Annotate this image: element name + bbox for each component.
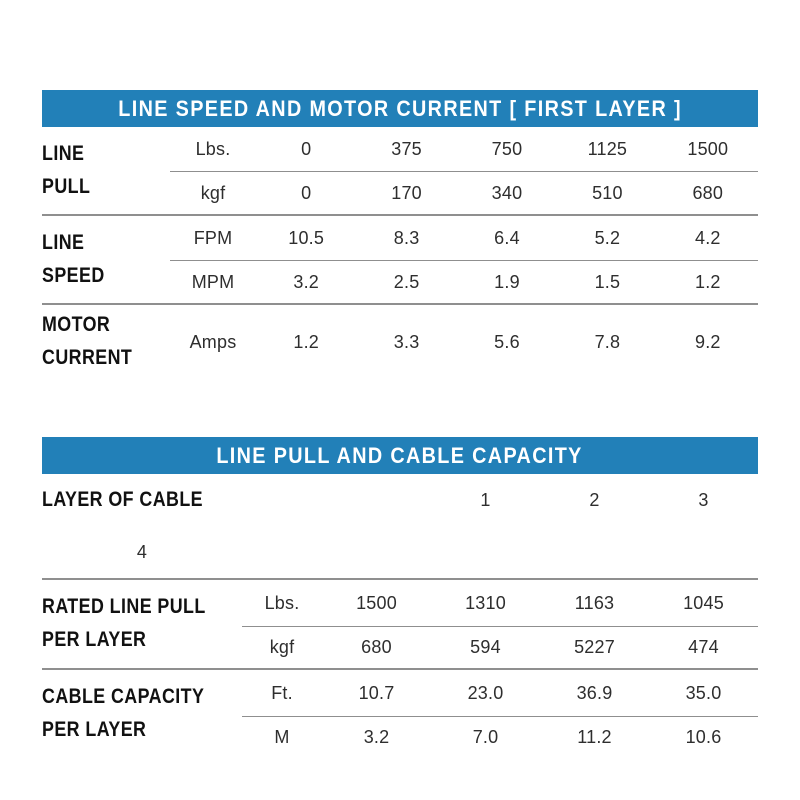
unit-cell: M: [274, 727, 290, 747]
value-cell: 5.2: [557, 216, 658, 261]
table1-header-bar: LINE SPEED AND MOTOR CURRENT [ FIRST LAY…: [42, 90, 758, 127]
value-cell: 375: [356, 127, 457, 172]
value-cell: 10.6: [685, 727, 722, 747]
table-line-pull-cable-capacity: LINE PULL AND CABLE CAPACITY LAYER OF CA…: [42, 437, 758, 758]
label-line: LAYER OF CABLE: [42, 487, 204, 511]
section-line-speed: LINE SPEED FPM 10.5 8.3 6.4 5.2 4.2 MPM …: [42, 214, 758, 303]
unit-cell: Ft.: [242, 670, 322, 717]
value-cell: 3.2: [363, 727, 390, 747]
value-cell: 1.9: [494, 271, 520, 292]
value-cell: 2.5: [393, 271, 420, 292]
layer-number-cell: 2: [589, 489, 600, 510]
value-cell: 1045: [649, 580, 758, 627]
unit-cell: FPM: [170, 216, 256, 261]
table-line-speed-motor-current: LINE SPEED AND MOTOR CURRENT [ FIRST LAY…: [42, 90, 758, 379]
unit-cell: kgf: [200, 182, 226, 203]
value-cell: 7.8: [594, 331, 621, 352]
value-cell: 5227: [574, 637, 615, 657]
label-line: PER LAYER: [42, 718, 147, 741]
value-cell: 750: [456, 127, 558, 172]
spec-sheet-content: LINE SPEED AND MOTOR CURRENT [ FIRST LAY…: [42, 90, 758, 758]
value-cell: 3.3: [393, 331, 420, 352]
table2-title: LINE PULL AND CABLE CAPACITY: [216, 442, 584, 468]
layer-of-cable-row: LAYER OF CABLE 1 2 3 4: [42, 474, 758, 580]
value-cell: 10.5: [256, 216, 357, 261]
section-label-cable-capacity: CABLE CAPACITY PER LAYER: [42, 681, 212, 746]
section-label-motor-current: MOTOR CURRENT: [42, 309, 151, 374]
value-cell: 594: [470, 637, 501, 657]
value-cell: 510: [592, 182, 623, 203]
layer-number-cell: 4: [136, 541, 148, 562]
label-line: LINE: [42, 230, 85, 254]
value-cell: 5.6: [494, 331, 520, 352]
section-label-line-pull: LINE PULL: [42, 138, 151, 203]
section-rated-line-pull: RATED LINE PULL PER LAYER Lbs. 1500 1310…: [42, 580, 758, 668]
label-line: CURRENT: [42, 346, 133, 369]
label-line: PULL: [42, 174, 91, 198]
value-cell: 9.2: [694, 331, 721, 352]
value-cell: 1.2: [694, 271, 721, 292]
unit-cell: kgf: [269, 637, 295, 657]
section-cable-capacity: CABLE CAPACITY PER LAYER Ft. 10.7 23.0 3…: [42, 668, 758, 758]
label-line: LINE: [42, 141, 85, 165]
value-cell: 10.7: [322, 670, 431, 717]
unit-cell: Lbs.: [242, 580, 322, 627]
value-cell: 680: [692, 182, 724, 203]
value-cell: 0: [301, 182, 312, 203]
label-line: RATED LINE PULL: [42, 595, 206, 619]
section-label-line-speed: LINE SPEED: [42, 227, 151, 292]
value-cell: 7.0: [472, 727, 499, 747]
unit-cell: [322, 474, 431, 526]
value-cell: 1125: [557, 127, 658, 172]
value-cell: 474: [688, 637, 719, 657]
unit-cell: Lbs.: [170, 127, 256, 172]
value-cell: 340: [491, 182, 523, 203]
value-cell: 36.9: [540, 670, 649, 717]
value-cell: 35.0: [649, 670, 758, 717]
layer-of-cable-label: LAYER OF CABLE: [42, 484, 280, 517]
label-line: CABLE CAPACITY: [42, 685, 205, 709]
value-cell: 4.2: [657, 216, 758, 261]
value-cell: 8.3: [356, 216, 457, 261]
unit-cell: Amps: [189, 331, 237, 352]
value-cell: 23.0: [431, 670, 540, 717]
section-line-pull: LINE PULL Lbs. 0 375 750 1125 1500 kgf 0…: [42, 127, 758, 214]
value-cell: 1500: [322, 580, 431, 627]
value-cell: 170: [391, 182, 422, 203]
value-cell: 1500: [657, 127, 758, 172]
label-line: MOTOR: [42, 313, 111, 337]
table1-title: LINE SPEED AND MOTOR CURRENT [ FIRST LAY…: [118, 95, 682, 121]
value-cell: 3.2: [293, 271, 319, 292]
section-motor-current: MOTOR CURRENT Amps 1.2 3.3 5.6 7.8 9.2: [42, 303, 758, 379]
value-cell: 11.2: [577, 727, 612, 747]
value-cell: 0: [256, 127, 357, 172]
section-label-rated-line-pull: RATED LINE PULL PER LAYER: [42, 591, 212, 656]
unit-cell: MPM: [191, 271, 235, 292]
value-cell: 1310: [431, 580, 540, 627]
value-cell: 1.2: [293, 331, 319, 352]
value-cell: 1.5: [594, 271, 621, 292]
value-cell: 1163: [540, 580, 649, 627]
label-line: PER LAYER: [42, 628, 147, 651]
table2-header-bar: LINE PULL AND CABLE CAPACITY: [42, 437, 758, 474]
label-line: SPEED: [42, 263, 105, 287]
value-cell: 680: [361, 637, 392, 657]
layer-number-cell: 1: [480, 489, 491, 510]
layer-number-cell: 3: [698, 489, 709, 510]
value-cell: 6.4: [456, 216, 558, 261]
